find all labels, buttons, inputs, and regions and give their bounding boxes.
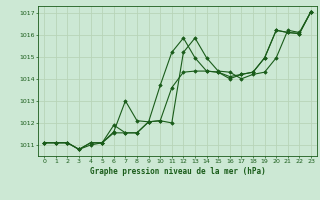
X-axis label: Graphe pression niveau de la mer (hPa): Graphe pression niveau de la mer (hPa): [90, 167, 266, 176]
